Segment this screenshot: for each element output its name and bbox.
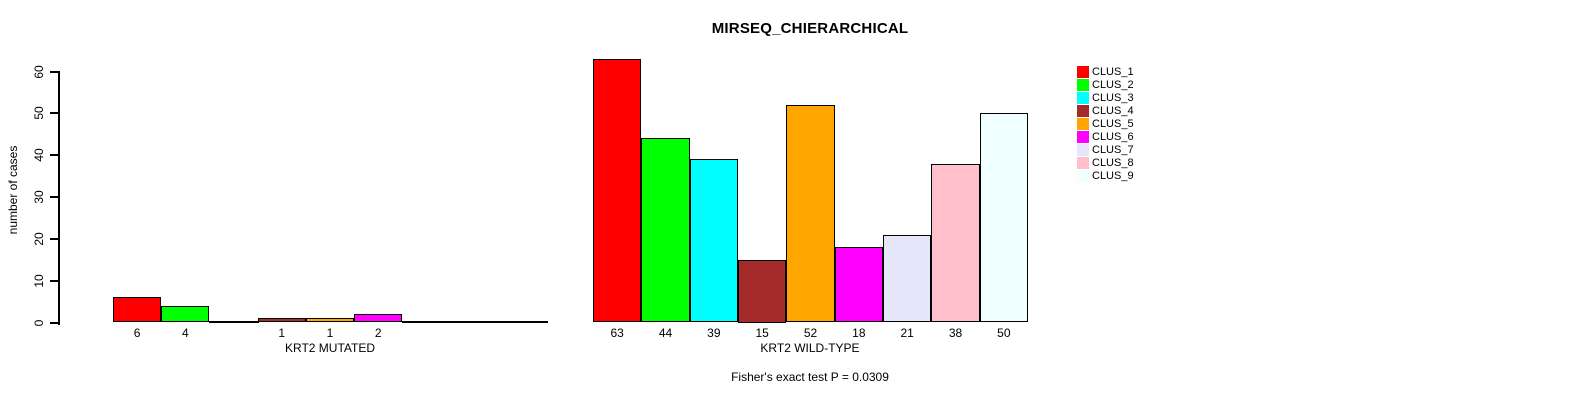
y-tick [50,196,58,198]
bar-value-label: 50 [997,325,1011,340]
bar-clus_9-wildtype [979,113,1028,323]
bar-clus_8-wildtype [931,163,980,323]
bar-value-label: 15 [755,325,769,340]
legend-swatch-clus_2 [1077,79,1089,91]
y-axis-line [58,70,60,325]
legend-label: CLUS_1 [1092,65,1134,78]
bar-clus_6-mutated [354,314,403,323]
bar-value-label: 52 [803,325,818,340]
bar-clus_2-mutated [161,305,210,323]
legend-label: CLUS_4 [1092,104,1134,117]
y-tick [50,154,58,157]
bar-clus_7-mutated-zero-line [402,321,452,323]
y-tick [50,112,58,115]
legend-label: CLUS_2 [1092,78,1134,91]
legend-label: CLUS_9 [1092,169,1134,182]
bar-value-label: 63 [610,325,624,340]
legend-swatch-clus_9 [1077,170,1089,182]
legend-swatch-clus_5 [1077,118,1089,130]
bar-clus_3-mutated-zero-line [209,321,259,323]
bar-clus_5-wildtype [786,104,835,323]
bar-value-label: 38 [948,325,963,340]
bar-clus_5-mutated [305,318,355,323]
legend-swatch-clus_4 [1077,105,1089,117]
bar-clus_9-mutated-zero-line [498,321,548,323]
bar-clus_6-wildtype [834,247,883,323]
legend-swatch-clus_3 [1077,92,1089,104]
bar-clus_4-wildtype [738,259,787,323]
bar-clus_2-wildtype [641,138,690,323]
bar-value-label: 4 [181,325,189,340]
legend-label: CLUS_5 [1092,117,1134,130]
bar-value-label: 39 [707,325,721,340]
y-tick [50,70,58,73]
y-tick [50,237,58,240]
legend-label: CLUS_6 [1092,130,1134,143]
legend-swatch-clus_8 [1077,157,1089,169]
fisher-test-annotation: Fisher's exact test P = 0.0309 [731,370,889,384]
legend-swatch-clus_6 [1077,131,1089,143]
bar-value-label: 1 [326,325,334,340]
x-axis-title-mutated: KRT2 MUTATED [284,341,375,355]
chart-title: MIRSEQ_CHIERARCHICAL [711,20,909,37]
bar-value-label: 1 [278,325,286,340]
x-axis-title-wildtype: KRT2 WILD-TYPE [760,341,860,355]
bar-clus_1-wildtype [593,58,642,323]
bar-clus_4-mutated [257,318,306,323]
bar-value-label: 18 [852,325,866,340]
bar-clus_7-wildtype [883,234,932,323]
legend-label: CLUS_3 [1092,91,1134,104]
y-tick [50,279,58,282]
y-tick [50,321,58,324]
bar-value-label: 21 [900,325,914,340]
legend-swatch-clus_1 [1077,66,1089,78]
legend-label: CLUS_8 [1092,156,1134,169]
legend-label: CLUS_7 [1092,143,1134,156]
bar-value-label: 2 [374,325,382,340]
bar-clus_3-wildtype [689,159,738,323]
legend-swatch-clus_7 [1077,144,1089,156]
bar-value-label: 6 [133,325,141,340]
bar-value-label: 44 [658,325,673,340]
bar-clus_8-mutated-zero-line [450,321,500,323]
bar-clus_1-mutated [113,297,162,323]
